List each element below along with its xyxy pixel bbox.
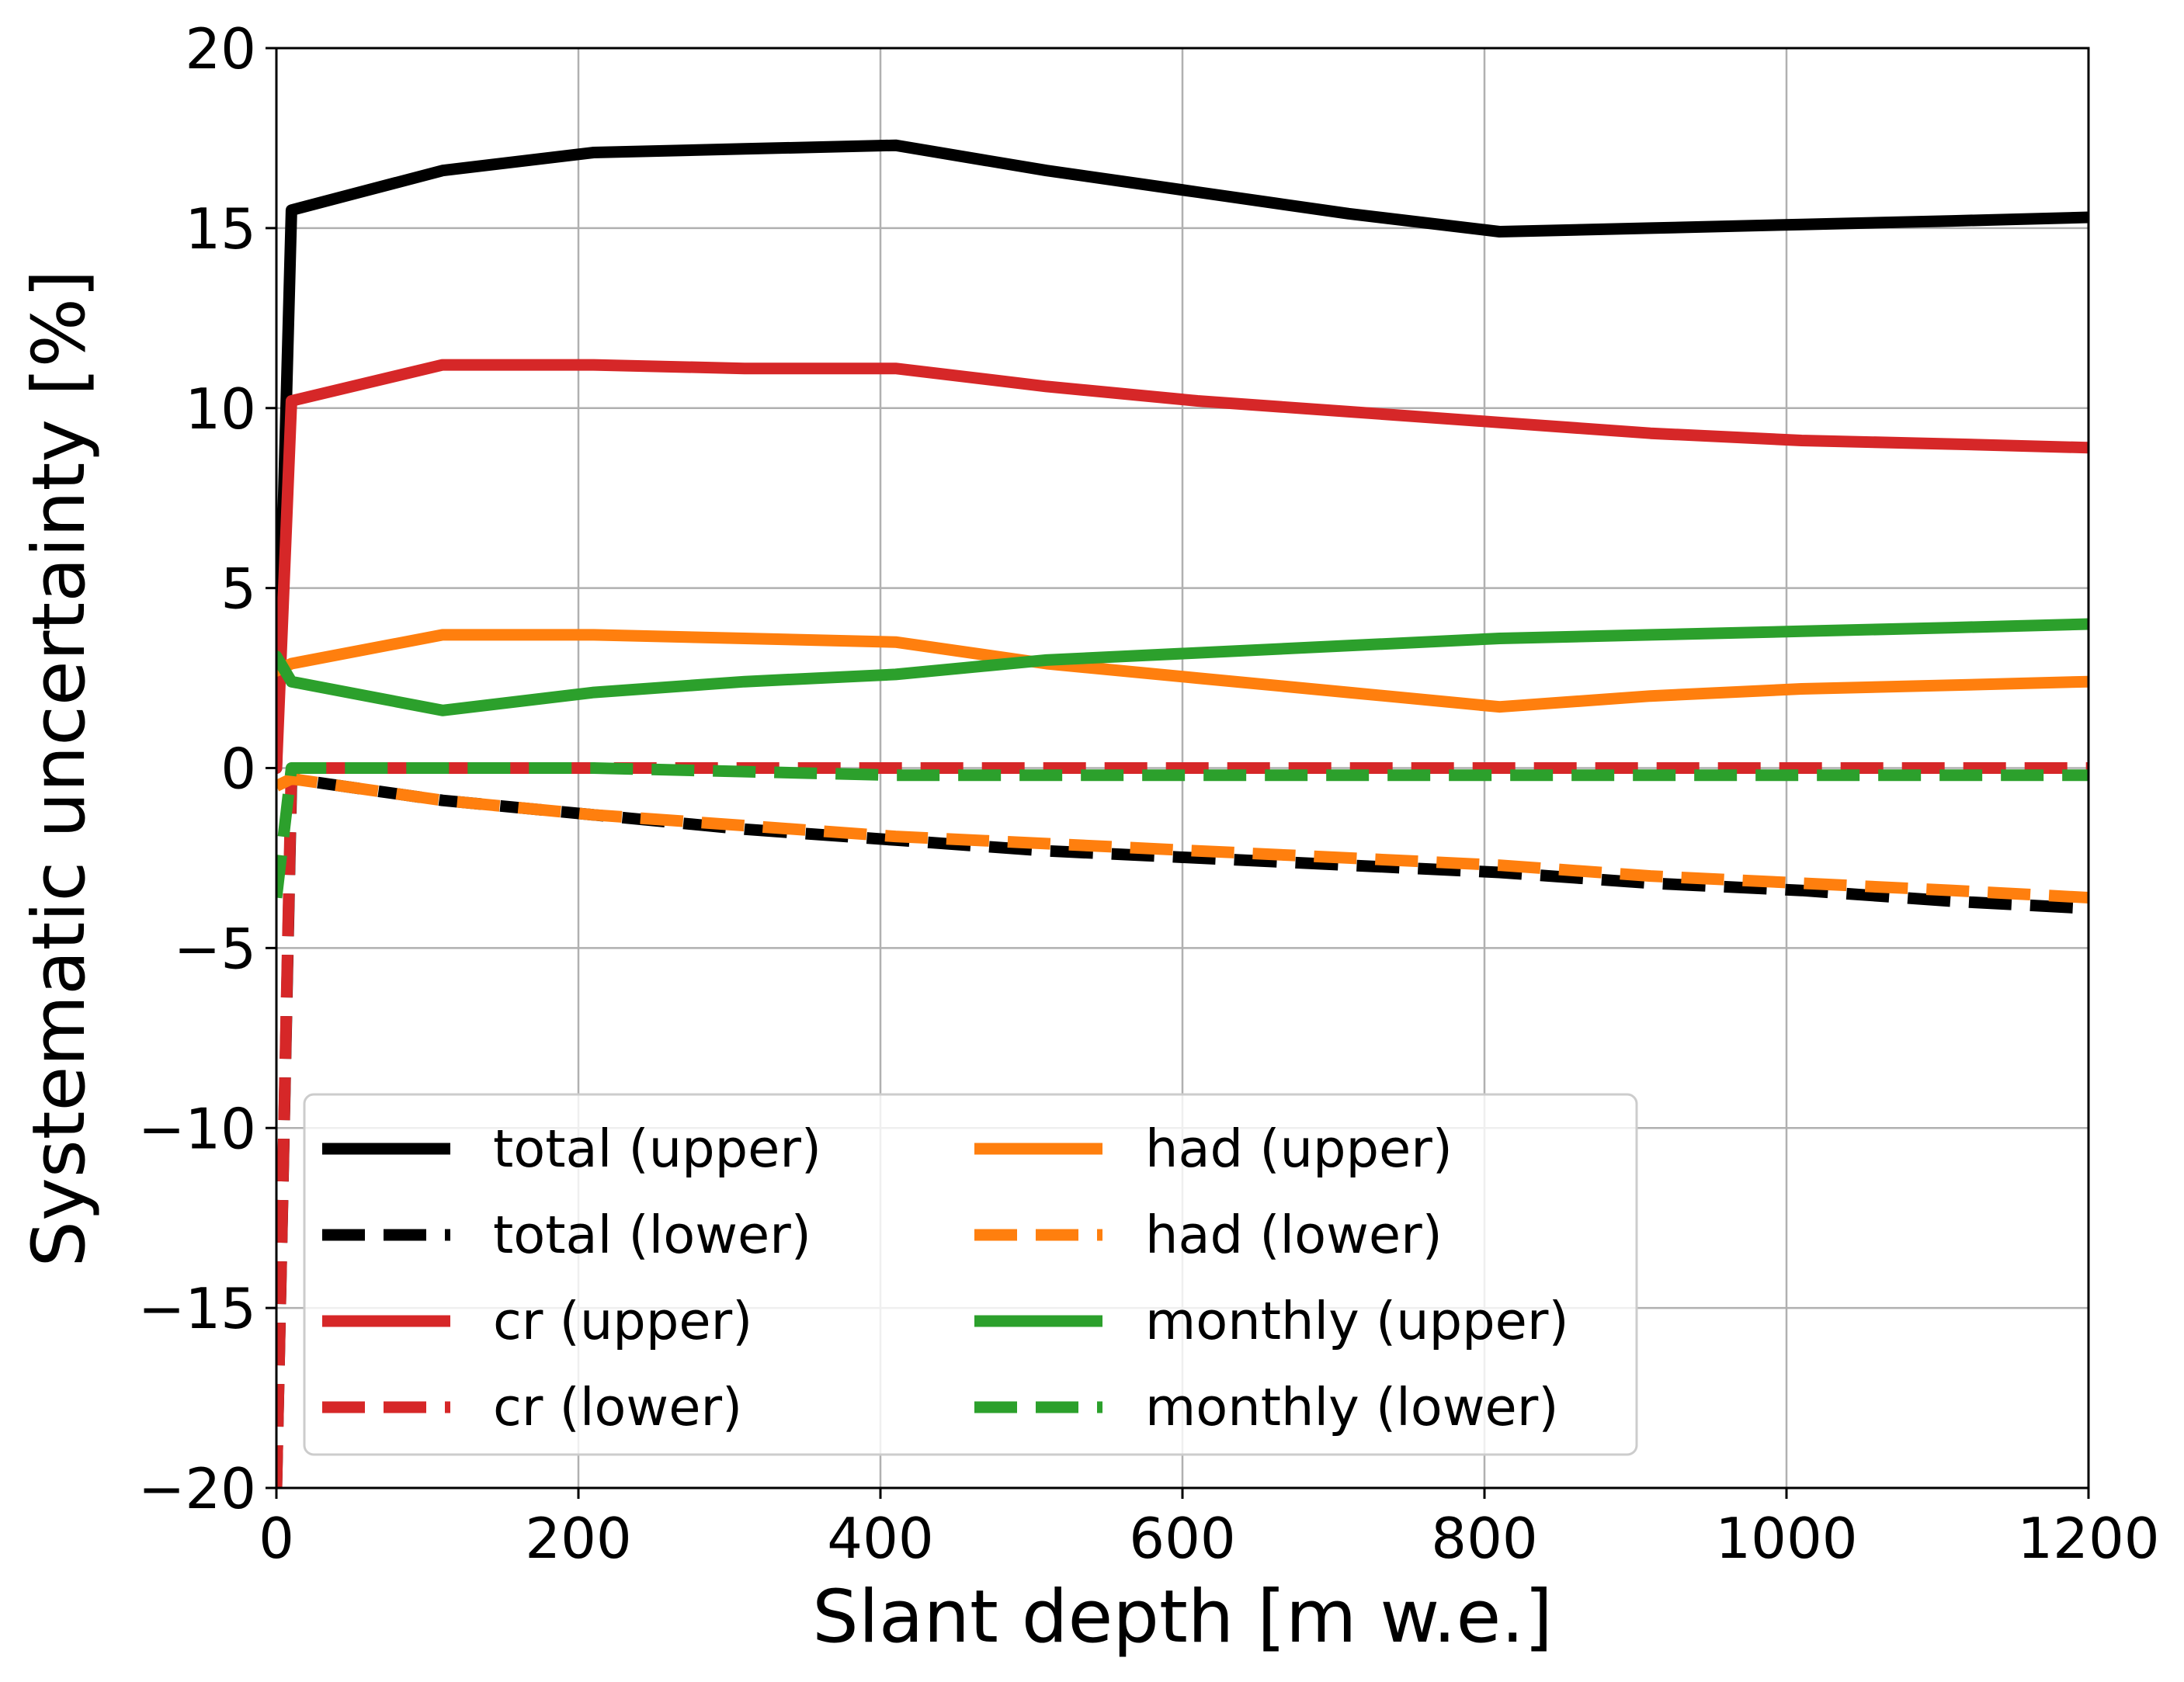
legend-label-total-lower: total (lower) [493,1205,811,1265]
plot-series [276,139,2089,1488]
y-tick-label: 20 [185,16,256,81]
x-tick-label: 1000 [1715,1506,1857,1571]
y-tick-label: 15 [185,196,256,262]
legend-label-cr-upper: cr (upper) [493,1291,752,1351]
y-tick-label: 0 [220,737,256,802]
x-tick-label: 600 [1129,1506,1235,1571]
x-tick-label: 800 [1431,1506,1537,1571]
y-axis-ticks: −20 −15 −10 −5 0 5 10 15 20 [138,16,276,1521]
legend-label-had-lower: had (lower) [1145,1205,1443,1265]
legend-label-cr-lower: cr (lower) [493,1377,742,1438]
y-tick-label: −15 [138,1276,256,1341]
y-tick-label: −5 [174,916,256,981]
series-line-cr-upper [276,359,2089,774]
y-tick-label: 5 [220,557,256,622]
series-line-monthly-upper [276,618,2089,716]
legend-label-monthly-upper: monthly (upper) [1145,1291,1569,1351]
series-line-monthly-lower [276,762,2089,899]
x-axis-label: Slant depth [m w.e.] [812,1575,1553,1659]
x-tick-label: 200 [525,1506,631,1571]
x-tick-label: 1200 [2017,1506,2159,1571]
y-axis-label: Systematic uncertainty [%] [17,269,102,1267]
x-tick-label: 0 [259,1506,294,1571]
y-tick-label: −10 [138,1096,256,1161]
legend-label-total-upper: total (upper) [493,1118,821,1179]
series-line-had-lower [276,772,2089,903]
y-tick-label: 10 [185,376,256,442]
series-line-total-upper [276,139,2089,774]
y-tick-label: −20 [138,1456,256,1521]
legend: total (upper) total (lower) cr (upper) cr (… [303,1093,1638,1456]
x-tick-label: 400 [827,1506,933,1571]
x-axis-ticks: 0 200 400 600 800 1000 1200 [259,1488,2160,1571]
legend-label-had-upper: had (upper) [1145,1118,1453,1179]
legend-box [303,1093,1638,1456]
series-line-had-upper [276,629,2089,713]
legend-label-monthly-lower: monthly (lower) [1145,1377,1558,1438]
